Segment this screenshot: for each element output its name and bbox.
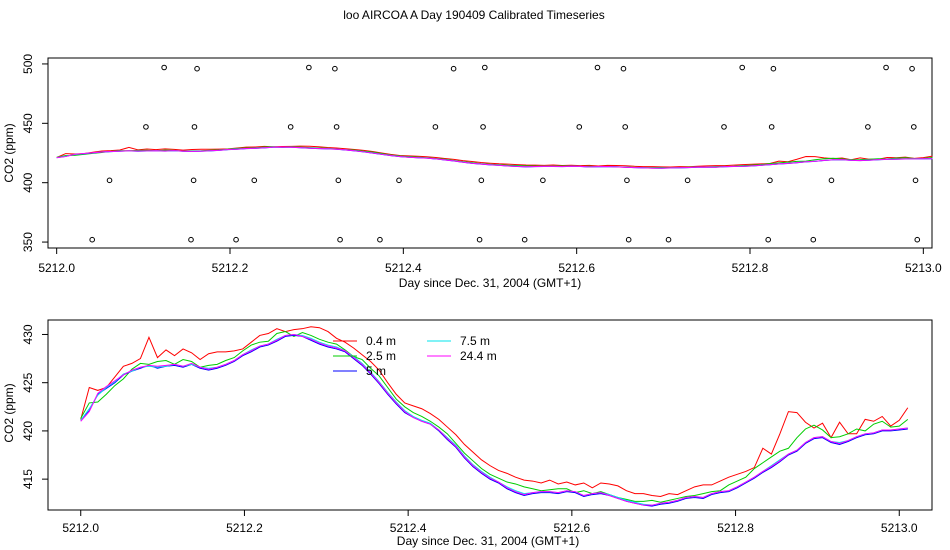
- calibration-point: [624, 177, 630, 184]
- calibration-point: [335, 177, 342, 184]
- top-x-tick-label: 5212.0: [38, 261, 75, 275]
- calibration-point: [251, 177, 258, 184]
- bottom-x-tick-label: 5212.0: [62, 521, 99, 535]
- bottom-x-tick-label: 5213.0: [881, 521, 918, 535]
- legend: 0.4 m2.5 m5 m 7.5 m24.4 m: [333, 334, 497, 378]
- calibration-point: [233, 236, 239, 243]
- calibration-point: [306, 64, 312, 71]
- calibration-point: [540, 177, 546, 184]
- calibration-point: [190, 177, 197, 184]
- bottom-y-tick-label: 425: [21, 372, 35, 392]
- calibration-point: [188, 236, 194, 243]
- top-y-tick-label: 450: [21, 113, 35, 133]
- bottom-series-lines: [80, 326, 909, 507]
- calibration-point: [450, 65, 457, 72]
- calibration-point: [739, 64, 746, 71]
- calibration-point: [912, 177, 919, 184]
- calibration-point: [620, 65, 627, 72]
- calibration-point: [287, 124, 294, 130]
- calibration-point: [337, 236, 343, 243]
- bottom-x-tick-label: 5212.2: [226, 521, 263, 535]
- top-y-axis-label: CO2 (ppm): [2, 123, 16, 182]
- bottom-x-axis-label: Day since Dec. 31, 2004 (GMT+1): [397, 534, 579, 548]
- legend-label: 2.5 m: [366, 349, 396, 363]
- calibration-point: [865, 124, 871, 130]
- calibration-point: [828, 177, 835, 184]
- top-x-tick-label: 5212.6: [558, 261, 595, 275]
- legend-label: 0.4 m: [366, 334, 396, 348]
- calibration-point: [622, 124, 629, 130]
- calibration-point: [911, 124, 917, 130]
- calibration-point: [768, 124, 775, 130]
- calibration-point: [478, 177, 485, 184]
- calibration-point: [191, 124, 198, 130]
- calibration-point: [89, 236, 95, 243]
- series-line: [80, 334, 908, 507]
- calibration-point: [576, 124, 583, 130]
- bottom-y-tick-label: 420: [21, 421, 35, 441]
- figure-title: loo AIRCOA A Day 190409 Calibrated Times…: [343, 8, 604, 22]
- calibration-point: [684, 177, 691, 184]
- top-x-axis: 5212.0 5212.2 5212.4 5212.6 5212.8 5213.0: [38, 248, 942, 275]
- calibration-point: [143, 124, 149, 130]
- top-series-line: [56, 145, 933, 168]
- top-y-tick-label: 500: [21, 54, 35, 74]
- series-line: [80, 333, 908, 506]
- calibration-point: [721, 124, 727, 130]
- top-x-axis-label: Day since Dec. 31, 2004 (GMT+1): [399, 276, 581, 290]
- legend-label: 7.5 m: [460, 334, 490, 348]
- top-calibration-points: [89, 64, 921, 243]
- calibration-point: [914, 236, 921, 243]
- calibration-point: [594, 64, 601, 71]
- calibration-point: [161, 64, 167, 71]
- top-x-tick-label: 5212.2: [212, 261, 249, 275]
- bottom-y-axis-label: CO2 (ppm): [2, 383, 16, 442]
- height-lines-panel: 5212.0 5212.2 5212.4 5212.6 5212.8 5213.0 415…: [2, 319, 933, 548]
- top-x-tick-label: 5212.4: [385, 261, 422, 275]
- calibration-point: [770, 65, 777, 72]
- bottom-y-tick-label: 430: [21, 324, 35, 344]
- calibration-scatter-panel: 5212.0 5212.2 5212.4 5212.6 5212.8 5213.0 350…: [2, 54, 942, 290]
- calibration-point: [765, 236, 772, 243]
- series-line: [80, 331, 909, 503]
- bottom-x-tick-label: 5212.8: [717, 521, 754, 535]
- bottom-y-tick-label: 415: [21, 469, 35, 489]
- calibration-point: [396, 177, 402, 184]
- calibration-point: [432, 124, 439, 130]
- legend-label: 24.4 m: [460, 349, 497, 363]
- calibration-point: [482, 64, 488, 71]
- calibration-point: [332, 65, 338, 72]
- bottom-x-axis: 5212.0 5212.2 5212.4 5212.6 5212.8 5213.0: [62, 510, 918, 535]
- calibration-point: [480, 124, 486, 130]
- calibration-point: [810, 236, 817, 243]
- calibration-point: [194, 65, 200, 72]
- top-y-tick-label: 400: [21, 172, 35, 192]
- calibration-point: [909, 65, 915, 72]
- bottom-plot-frame: [47, 319, 933, 511]
- top-x-tick-label: 5212.8: [732, 261, 769, 275]
- calibration-point: [767, 177, 773, 184]
- calibration-point: [377, 236, 383, 243]
- bottom-x-tick-label: 5212.4: [390, 521, 427, 535]
- top-y-axis: 350 400 450 500: [21, 54, 48, 252]
- calibration-point: [883, 64, 889, 71]
- calibration-point: [665, 236, 672, 243]
- calibration-point: [476, 236, 483, 243]
- calibration-point: [521, 236, 528, 243]
- bottom-y-axis: 415 420 425 430: [21, 324, 48, 489]
- series-line: [80, 326, 909, 498]
- top-plot-frame: [47, 57, 933, 249]
- top-y-tick-label: 350: [21, 232, 35, 252]
- bottom-x-tick-label: 5212.6: [554, 521, 591, 535]
- calibration-point: [106, 177, 113, 184]
- calibration-point: [333, 124, 340, 130]
- calibration-point: [625, 236, 632, 243]
- legend-label: 5 m: [366, 364, 386, 378]
- top-series-line: [56, 146, 933, 169]
- top-series-lines: [56, 145, 933, 169]
- top-x-tick-label: 5213.0: [905, 261, 942, 275]
